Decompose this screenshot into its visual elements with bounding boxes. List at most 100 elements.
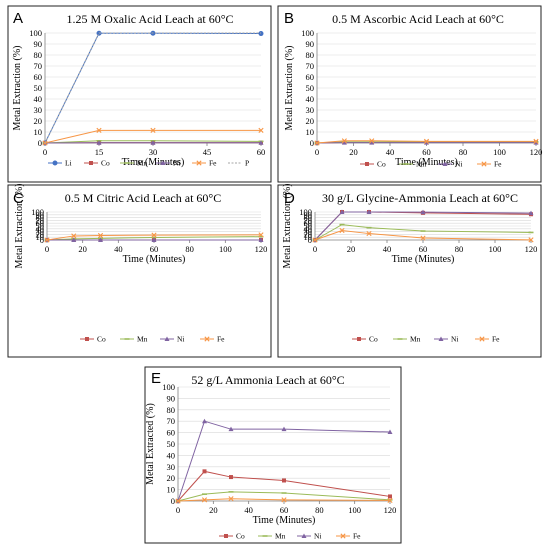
panel-letter: E: [151, 370, 161, 387]
y-tick-label: 90: [306, 39, 315, 49]
legend-label: Fe: [209, 159, 217, 168]
data-point-ni: [339, 209, 345, 214]
chart-legend: Co Mn Ni Fe: [80, 335, 225, 344]
data-point-fe: [201, 497, 208, 503]
data-point-co: [229, 475, 233, 480]
legend-label: Ni: [173, 159, 181, 168]
y-tick-label: 60: [306, 72, 315, 82]
y-tick-label: 30: [304, 227, 313, 237]
x-tick-label: 100: [219, 244, 232, 254]
y-tick-label: 100: [301, 28, 314, 38]
y-tick-label: 10: [306, 127, 315, 137]
legend-marker: [196, 160, 202, 166]
y-tick-label: 60: [304, 218, 313, 228]
chart-legend: Co Mn Ni Fe: [352, 335, 500, 344]
legend-label: Fe: [353, 532, 361, 541]
legend-item-fe: Fe: [336, 532, 361, 541]
series-line-mn: [44, 140, 262, 144]
y-tick-label: 30: [36, 227, 45, 237]
y-tick-label: 60: [34, 72, 43, 82]
legend-item-fe: Fe: [200, 335, 225, 344]
legend-item-co: Co: [84, 159, 110, 168]
legend-label: Ni: [177, 335, 185, 344]
x-tick-label: 15: [95, 147, 104, 157]
legend-item-co: Co: [219, 532, 245, 541]
data-point-fe: [97, 232, 104, 239]
x-tick-label: 40: [383, 244, 392, 254]
y-tick-label: 30: [167, 462, 176, 472]
legend-label: Mn: [137, 159, 148, 168]
y-tick-label: 100: [162, 382, 175, 392]
y-tick-label: 100: [299, 207, 312, 217]
legend-marker: [52, 160, 58, 166]
chart-panel-a: A 1.25 M Oxalic Acid Leach at 60°C0102030…: [7, 5, 272, 183]
x-tick-label: 0: [313, 244, 317, 254]
x-tick-label: 60: [422, 147, 431, 157]
x-tick-label: 100: [489, 244, 502, 254]
data-point-ni: [420, 209, 426, 215]
legend-label: Ni: [451, 335, 459, 344]
data-point-ni: [96, 140, 102, 145]
y-tick-label: 80: [306, 50, 315, 60]
y-tick-label: 50: [304, 221, 313, 231]
legend-item-co: Co: [80, 335, 106, 344]
data-point-ni: [281, 426, 287, 432]
data-point-fe: [151, 232, 157, 238]
data-point-ni: [151, 237, 157, 242]
legend-label: Mn: [275, 532, 286, 541]
legend-marker: [340, 533, 346, 539]
y-tick-label: 90: [34, 39, 43, 49]
y-axis-label: Metal Extraction (%): [12, 46, 23, 131]
legend-item-ni: Ni: [297, 532, 322, 541]
series-line-p: [44, 32, 261, 144]
data-point-fe: [228, 496, 234, 502]
x-tick-label: 0: [43, 147, 47, 157]
legend-marker: [301, 533, 307, 538]
panel-letter: B: [284, 10, 294, 27]
data-point-fe: [314, 140, 320, 146]
x-tick-label: 30: [149, 147, 158, 157]
data-point-fe: [366, 230, 372, 237]
x-tick-label: 100: [348, 505, 361, 515]
legend-item-li: Li: [48, 159, 72, 168]
data-point-fe: [96, 127, 102, 133]
legend-label: Fe: [494, 160, 502, 169]
series-fe: [314, 138, 539, 146]
data-point-ni: [424, 140, 429, 145]
data-point-co: [282, 478, 286, 483]
y-tick-label: 30: [306, 105, 315, 115]
chart-legend: Co Mn Ni Fe: [360, 160, 502, 169]
legend-item-ni: Ni: [438, 160, 463, 169]
legend-marker: [164, 336, 170, 341]
data-point-fe: [420, 235, 426, 241]
y-tick-label: 50: [34, 83, 43, 93]
data-point-ni: [71, 237, 77, 242]
legend-marker: [160, 160, 166, 165]
legend-marker: [357, 337, 361, 341]
chart-title: 0.5 M Ascorbic Acid Leach at 60°C: [332, 12, 504, 26]
legend-label: Co: [369, 335, 378, 344]
legend-item-p: P: [228, 159, 249, 168]
data-point-ni: [369, 140, 375, 145]
y-tick-label: 90: [304, 210, 313, 220]
x-tick-label: 100: [493, 147, 506, 157]
data-point-fe: [258, 232, 264, 238]
x-axis-label: Time (Minutes): [392, 254, 455, 265]
y-tick-label: 40: [34, 94, 43, 104]
x-tick-label: 80: [185, 244, 194, 254]
chart-title: 30 g/L Glycine-Ammonia Leach at 60°C: [322, 191, 518, 205]
legend-label: Ni: [455, 160, 463, 169]
x-tick-label: 20: [78, 244, 87, 254]
y-tick-label: 50: [167, 439, 176, 449]
series-fe: [175, 496, 393, 504]
panel-border: [7, 184, 272, 358]
legend-label: Co: [236, 532, 245, 541]
y-tick-label: 20: [306, 116, 315, 126]
legend-item-ni: Ni: [156, 159, 181, 168]
legend-item-ni: Ni: [160, 335, 185, 344]
data-point-ni: [228, 426, 234, 432]
legend-item-mn: Mn: [258, 532, 286, 541]
legend-item-ni: Ni: [434, 335, 459, 344]
data-point-fe: [312, 237, 318, 243]
